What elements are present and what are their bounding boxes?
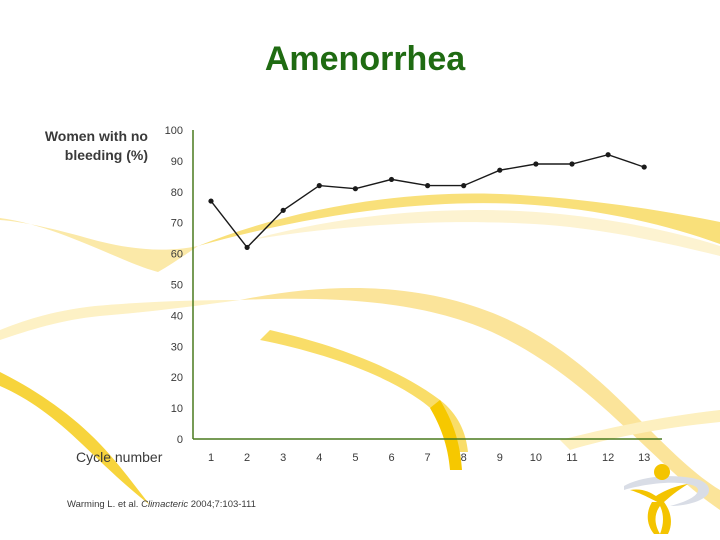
citation-details: 2004;7:103-111 [188, 499, 256, 510]
citation: Warming L. et al. Climacteric 2004;7:103… [67, 499, 256, 510]
x-tick-labels: 1 2 3 4 5 6 7 8 9 10 11 12 13 [208, 452, 650, 464]
citation-authors: Warming L. et al. [67, 499, 142, 510]
data-point [497, 167, 503, 173]
ribbon-top-right [198, 193, 720, 246]
data-point [208, 198, 214, 204]
data-point [605, 152, 611, 158]
data-point [641, 164, 647, 170]
y-tick-label: 80 [171, 187, 183, 199]
logo-body [647, 502, 671, 534]
y-tick-label: 60 [171, 249, 183, 261]
data-point [425, 183, 431, 189]
ribbon-left-lower [0, 300, 240, 340]
data-point [461, 183, 467, 189]
citation-journal: Climacteric [141, 499, 189, 510]
y-tick-label: 30 [171, 341, 183, 353]
data-point [316, 183, 322, 189]
data-point [244, 244, 250, 251]
y-tick-labels: 0 10 20 30 40 50 60 70 80 90 100 [165, 125, 183, 446]
ribbon-bottom-left [0, 372, 150, 505]
x-tick-label: 3 [280, 452, 286, 464]
y-axis-label-text: Women with no bleeding (%) [44, 128, 148, 163]
ribbon-center-drop [430, 400, 462, 470]
data-point [352, 186, 358, 192]
x-axis-label: Cycle number [76, 449, 163, 465]
x-tick-label: 2 [244, 452, 250, 464]
data-point [388, 176, 395, 183]
slide-title: Amenorrhea [264, 40, 466, 78]
y-axis-label: Women with no bleeding (%) [40, 127, 148, 165]
y-tick-label: 90 [171, 156, 183, 168]
ribbon-left-upper [0, 218, 198, 272]
x-tick-label: 9 [497, 452, 503, 464]
y-tick-label: 70 [171, 218, 183, 230]
y-tick-label: 0 [177, 434, 183, 446]
ribbon-center-bottom [260, 330, 468, 452]
ribbon-top-right-soft [250, 209, 720, 256]
series-line [210, 153, 645, 249]
logo-arms [630, 484, 688, 504]
y-tick-label: 10 [171, 403, 183, 415]
x-tick-label: 13 [638, 452, 650, 464]
ribbon-right-low [560, 410, 720, 450]
data-point [569, 161, 575, 167]
logo-swoosh [624, 476, 710, 506]
y-tick-label: 50 [171, 280, 183, 292]
data-point [280, 207, 286, 213]
x-tick-label: 1 [208, 452, 214, 464]
y-tick-label: 40 [171, 310, 183, 322]
x-tick-label: 11 [566, 452, 577, 464]
logo-head [654, 464, 670, 480]
x-tick-label: 8 [461, 452, 467, 464]
series-markers [208, 152, 647, 251]
x-tick-label: 4 [316, 452, 322, 464]
brand-figure-logo [624, 464, 710, 534]
x-tick-label: 7 [425, 452, 431, 464]
x-tick-label: 12 [602, 452, 614, 464]
x-tick-label: 5 [352, 452, 358, 464]
data-point [533, 161, 539, 167]
x-tick-label: 6 [388, 452, 394, 464]
x-tick-label: 10 [530, 452, 542, 464]
y-tick-label: 100 [165, 125, 183, 137]
y-tick-label: 20 [171, 372, 183, 384]
